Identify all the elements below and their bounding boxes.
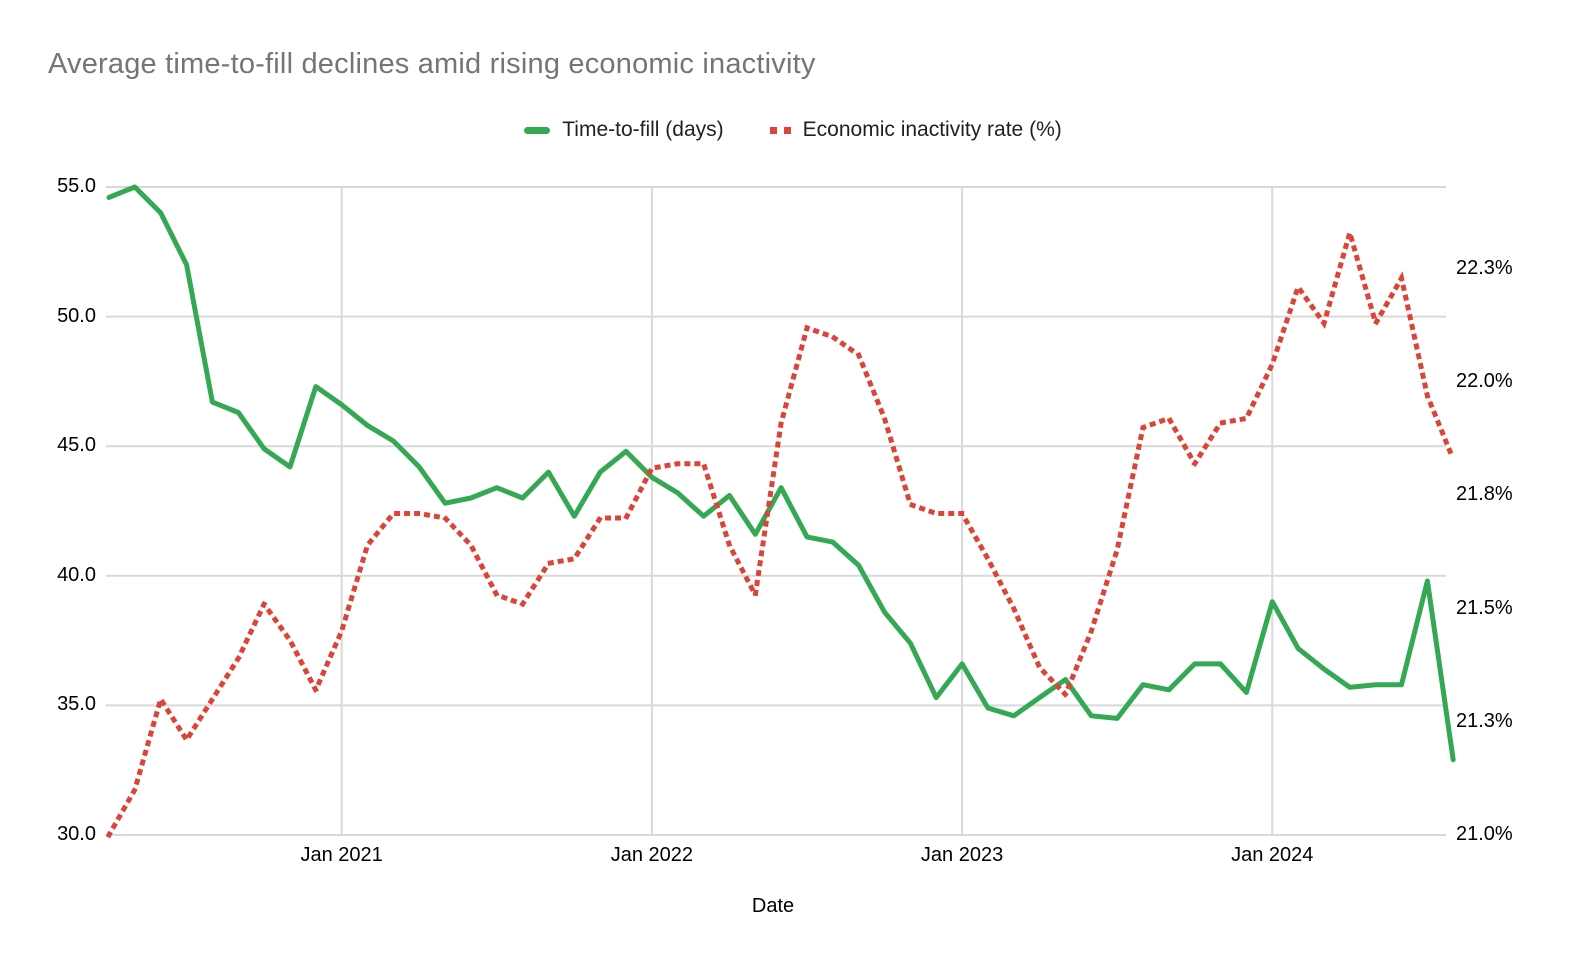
right-axis-tick-label: 21.3% bbox=[1456, 709, 1513, 732]
chart-title: Average time-to-fill declines amid risin… bbox=[48, 48, 816, 80]
x-axis-tick-label: Jan 2024 bbox=[1231, 844, 1314, 866]
x-axis-title: Date bbox=[751, 895, 795, 917]
legend-item-time-to-fill: Time-to-fill (days) bbox=[524, 118, 724, 142]
left-axis-tick-label: 50.0 bbox=[57, 304, 96, 327]
legend-label: Time-to-fill (days) bbox=[562, 118, 724, 141]
left-axis-tick-label: 30.0 bbox=[57, 823, 96, 845]
legend-label: Economic inactivity rate (%) bbox=[802, 118, 1062, 141]
left-axis-tick-label: 35.0 bbox=[57, 693, 96, 716]
time-to-fill-line bbox=[106, 184, 1456, 763]
left-axis-tick-label: 40.0 bbox=[57, 563, 96, 586]
right-axis-tick-label: 22.3% bbox=[1456, 257, 1513, 279]
right-axis-tick-label: 21.0% bbox=[1456, 823, 1513, 845]
x-axis-tick-label: Jan 2021 bbox=[300, 844, 383, 866]
solid-line-swatch-icon bbox=[524, 126, 551, 134]
left-axis-tick-label: 45.0 bbox=[57, 434, 96, 457]
legend-item-inactivity-rate: Economic inactivity rate (%) bbox=[769, 118, 1062, 142]
left-axis-tick-label: 55.0 bbox=[57, 175, 96, 197]
legend: Time-to-fill (days) Economic inactivity … bbox=[0, 118, 1586, 142]
x-axis-tick-label: Jan 2023 bbox=[920, 844, 1004, 866]
right-axis-tick-label: 21.8% bbox=[1456, 483, 1513, 506]
x-axis-tick-label: Jan 2022 bbox=[610, 844, 693, 866]
right-axis-tick-label: 21.5% bbox=[1456, 596, 1513, 619]
right-axis-tick-label: 22.0% bbox=[1456, 370, 1513, 393]
dotted-line-swatch-icon bbox=[769, 126, 791, 134]
inactivity-rate-line bbox=[105, 223, 1457, 839]
